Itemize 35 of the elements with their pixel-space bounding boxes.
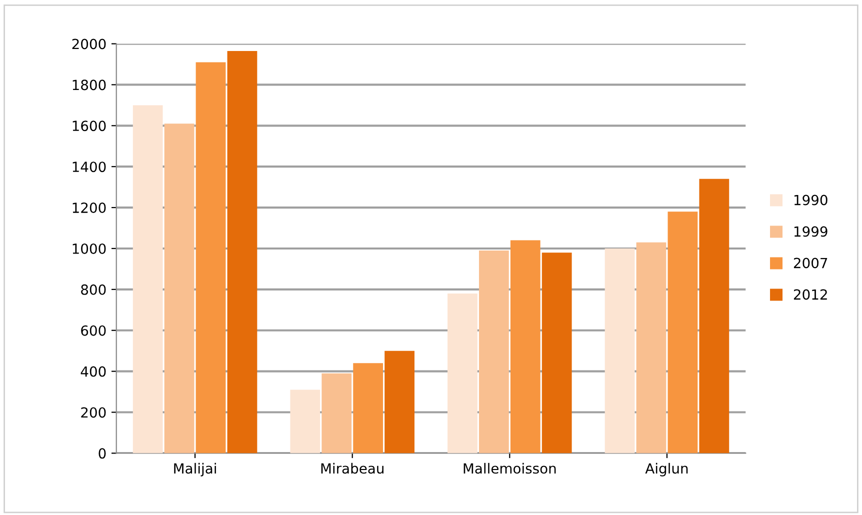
y-tick-label: 1000	[72, 243, 106, 254]
bar	[699, 178, 730, 454]
y-tick-label: 1200	[72, 202, 106, 214]
legend-label: 1990	[794, 194, 828, 206]
bar	[510, 240, 540, 454]
bar	[164, 124, 194, 454]
y-tick-label: 1600	[72, 120, 106, 132]
bar	[448, 294, 478, 454]
y-tick-label: 600	[81, 325, 106, 336]
legend-label: 1999	[794, 226, 828, 237]
y-tick-label: 1800	[72, 80, 106, 90]
bar	[636, 242, 666, 454]
x-tick-label: Mallemoisson	[464, 462, 556, 474]
y-tick-label: 800	[81, 284, 106, 295]
bar	[604, 248, 635, 454]
bar	[322, 373, 352, 454]
bar	[227, 50, 258, 454]
bar	[353, 363, 384, 454]
bar	[132, 105, 163, 454]
x-tick-label: Aiglun	[645, 462, 688, 476]
y-tick-label: 200	[81, 407, 106, 418]
x-tick-label: Mirabeau	[321, 462, 384, 474]
bar	[196, 62, 226, 454]
legend-label: 2012	[794, 289, 827, 300]
y-tick-label: 0	[98, 448, 106, 459]
bar	[384, 350, 414, 454]
y-tick-label: 1400	[72, 162, 106, 172]
bar	[478, 250, 509, 454]
bar	[668, 212, 698, 454]
bar	[542, 252, 572, 454]
x-tick-label: Malijai	[174, 462, 216, 476]
y-tick-label: 400	[80, 366, 106, 377]
bar	[290, 390, 320, 454]
legend-label: 2007	[794, 258, 828, 268]
y-tick-label: 2000	[72, 38, 106, 50]
